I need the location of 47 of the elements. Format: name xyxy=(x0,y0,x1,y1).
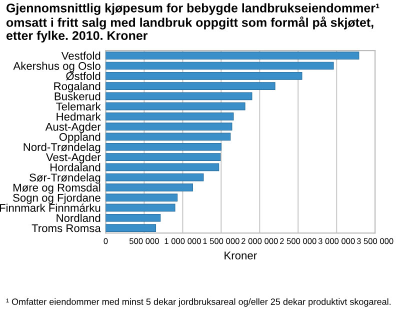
y-tick-label: Sør-Trøndelag xyxy=(30,173,100,184)
y-tick-label: Buskerud xyxy=(54,92,100,100)
x-tick-label: 3 000 000 xyxy=(318,238,355,244)
bar xyxy=(106,163,220,172)
y-tick-label: Nord-Trøndelag xyxy=(24,142,100,154)
y-tick-label: Akershus og Oslo xyxy=(13,62,100,72)
y-tick-label: Troms Romsa xyxy=(32,224,101,232)
bar xyxy=(106,72,302,80)
y-tick-label: Rogaland xyxy=(54,82,100,92)
bar xyxy=(106,194,178,202)
bar xyxy=(106,92,252,100)
bar xyxy=(106,204,176,212)
x-tick-label: 1 500 000 xyxy=(203,238,240,244)
y-tick-label: Telemark xyxy=(56,102,101,110)
y-tick-label: Østfold xyxy=(66,72,100,80)
bar xyxy=(106,82,276,90)
y-tick-label: Møre og Romsdal xyxy=(13,183,100,194)
bar xyxy=(106,102,246,110)
y-tick-label: Finnmark Finnmárku xyxy=(0,204,100,212)
bar xyxy=(106,214,161,222)
bar xyxy=(106,224,156,232)
y-tick-label: Nordland xyxy=(56,214,100,222)
x-tick-label: 2 500 000 xyxy=(280,238,316,244)
bar xyxy=(106,112,234,120)
bar xyxy=(106,142,222,151)
bar xyxy=(106,122,232,131)
x-tick-label: 0 xyxy=(104,238,108,244)
bar xyxy=(106,132,231,141)
text: ¹ Omfatter eiendommer med minst 5 dekar jordbruksareal og/eller 25 dekar produktivt skogareal. xyxy=(6,298,391,307)
bar xyxy=(106,184,193,192)
bar xyxy=(106,153,221,161)
x-tick-label: 2 000 000 xyxy=(242,238,278,244)
x-axis-title: Kroner xyxy=(224,252,257,260)
x-tick-label: 3 500 000 xyxy=(356,238,394,244)
y-tick-label: Hordaland xyxy=(50,163,100,172)
y-tick-label: Sogn og Fjordane xyxy=(13,194,100,204)
y-tick-label: Vest-Agder xyxy=(46,152,101,164)
chart-title: Gjennomsnittlig kjøpesum for bebygde landbrukseiendommer¹ omsatt i fritt salg med landbruk oppgitt som formål på skjøtet, etter fylke. 2010. Kroner xyxy=(6,3,380,42)
y-tick-label: Hedmark xyxy=(56,112,101,121)
bar xyxy=(106,62,334,70)
bar xyxy=(106,173,204,182)
bar xyxy=(106,52,360,60)
x-tick-label: 500 000 xyxy=(129,238,159,244)
y-tick-label: Oppland xyxy=(59,132,100,144)
y-tick-label: Vestfold xyxy=(61,52,100,60)
x-tick-label: 1 000 000 xyxy=(164,238,201,244)
y-tick-label: Aust-Agder xyxy=(45,122,101,133)
